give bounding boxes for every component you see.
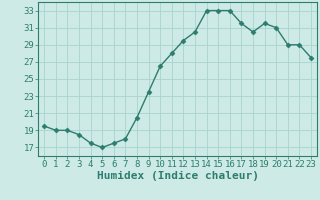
X-axis label: Humidex (Indice chaleur): Humidex (Indice chaleur) [97, 171, 259, 181]
